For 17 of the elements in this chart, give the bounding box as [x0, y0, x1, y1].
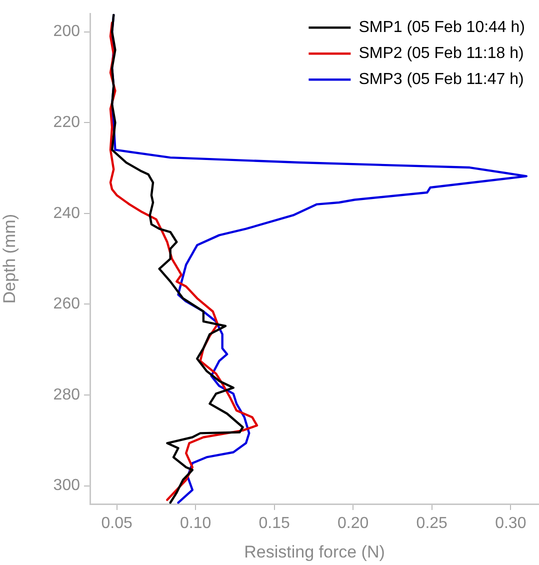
legend-label: SMP3 (05 Feb 11:47 h): [358, 71, 524, 88]
x-tick-label: 0.30: [495, 515, 526, 532]
y-tick-label: 220: [53, 114, 80, 131]
x-axis-title: Resisting force (N): [244, 542, 385, 562]
legend-label: SMP1 (05 Feb 10:44 h): [358, 19, 525, 36]
y-tick-label: 260: [53, 296, 80, 313]
y-tick-label: 200: [53, 23, 80, 40]
x-tick-label: 0.25: [416, 515, 448, 532]
legend-label: SMP2 (05 Feb 11:18 h): [358, 45, 524, 62]
x-tick-label: 0.20: [338, 515, 369, 532]
x-tick-label: 0.15: [258, 515, 290, 532]
y-axis-title: Depth (mm): [0, 214, 19, 304]
y-tick-label: 280: [53, 386, 80, 404]
y-tick-label: 300: [53, 477, 80, 494]
x-tick-label: 0.05: [101, 515, 132, 532]
y-tick-label: 240: [53, 204, 80, 222]
x-tick-label: 0.10: [180, 515, 212, 532]
